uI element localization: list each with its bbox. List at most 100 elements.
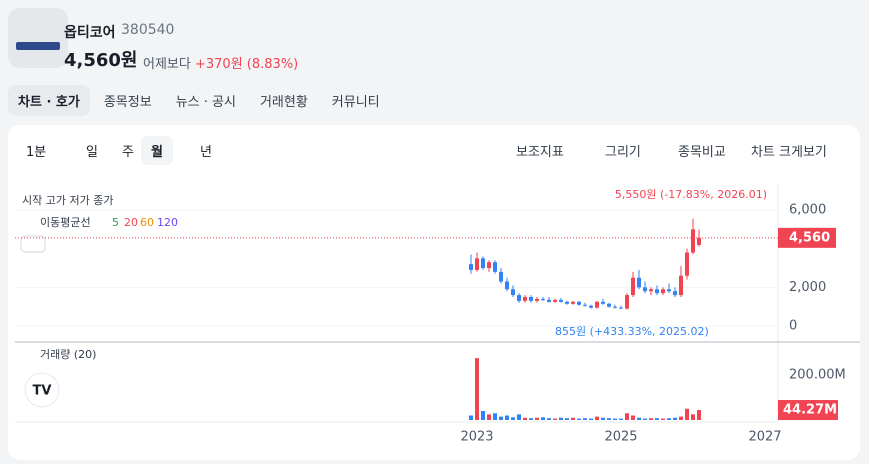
tv-logo — [24, 372, 60, 408]
volume-bar — [643, 418, 647, 420]
tool-button[interactable]: 보조지표 — [516, 145, 564, 160]
volume-bar — [535, 417, 539, 420]
tab[interactable]: 차트 · 호가 — [8, 85, 90, 116]
volume-bar — [511, 417, 515, 420]
y-tick-label: 2,000 — [789, 280, 826, 295]
tab[interactable]: 종목정보 — [103, 95, 152, 110]
current-price-box — [778, 227, 836, 248]
tab[interactable]: 커뮤니티 — [331, 95, 380, 110]
candle-body — [595, 301, 599, 308]
volume-bar — [655, 418, 659, 420]
candle-body — [655, 289, 659, 294]
volume-bar — [541, 417, 545, 420]
volume-bar — [499, 416, 503, 420]
volume-bar — [619, 418, 623, 420]
volume-bar — [637, 417, 641, 420]
volume-bar — [601, 417, 605, 420]
candle-body — [511, 289, 515, 296]
candle-body — [565, 301, 569, 304]
tool-button[interactable]: 종목비교 — [678, 145, 726, 160]
volume-bar — [673, 417, 677, 420]
candle-body — [571, 301, 575, 304]
low-annotation: 855원 (+433.33%, 2025.02) — [555, 325, 709, 338]
candle-body — [547, 299, 551, 302]
volume-bar — [613, 418, 617, 420]
volume-bar — [625, 413, 629, 420]
candle-body — [625, 295, 629, 309]
ma-period: 5 — [112, 216, 119, 229]
tv-logo-text: TV — [33, 384, 52, 399]
volume-bar — [517, 414, 521, 420]
x-tick-label: 2025 — [604, 430, 637, 445]
interval-select[interactable]: 1분 — [26, 145, 47, 160]
period-button[interactable]: 일 — [86, 145, 98, 160]
volume-bar — [577, 418, 581, 420]
ma-period: 60 — [140, 216, 154, 229]
candle-body — [679, 275, 683, 296]
volume-bar — [679, 416, 683, 420]
volume-bar — [505, 415, 509, 420]
volume-bar — [547, 418, 551, 420]
toolbar: 1분 일 주 월 년 보조지표 그리기 종목비교 차트 크게보기 — [18, 136, 848, 165]
x-tick-label: 2023 — [460, 430, 493, 445]
candle-body — [649, 289, 653, 292]
volume-bar — [685, 408, 689, 420]
ma-label: 이동평균선 — [40, 216, 91, 229]
current-volume-label: 44.27M — [783, 403, 837, 418]
y-tick-label: 0 — [789, 319, 797, 334]
x-tick-label: 2027 — [748, 430, 781, 445]
volume-bar — [571, 417, 575, 420]
volume-bar — [697, 410, 701, 420]
ma-period: 120 — [157, 216, 178, 229]
candle-body — [481, 258, 485, 268]
candle-body — [505, 281, 509, 290]
candle-body — [697, 237, 701, 245]
chart-card — [8, 125, 860, 460]
tab[interactable]: 거래현황 — [259, 95, 308, 110]
candle-body — [529, 297, 533, 301]
period-button[interactable]: 년 — [200, 145, 212, 160]
collapse-button[interactable] — [20, 235, 46, 253]
candle-body — [499, 271, 503, 282]
candle-body — [607, 303, 611, 307]
tabs: 차트 · 호가 종목정보 뉴스 · 공시 거래현황 커뮤니티 — [8, 85, 390, 116]
logo — [8, 8, 68, 68]
candle-body — [523, 297, 527, 301]
compare-label: 어제보다 — [143, 57, 191, 72]
stock-name: 옵티코어 — [64, 25, 116, 41]
candle-body — [589, 305, 593, 308]
volume-bar — [475, 358, 479, 420]
current-volume-box — [778, 400, 838, 421]
stock-code: 380540 — [121, 22, 175, 38]
high-annotation: 5,550원 (-17.83%, 2026.01) — [615, 188, 767, 201]
candle-body — [583, 304, 587, 306]
candle-body — [487, 262, 491, 268]
candle-body — [685, 252, 689, 276]
candle-body — [691, 229, 695, 253]
candle-body — [637, 277, 641, 288]
volume-bar — [523, 417, 527, 420]
candle-body — [613, 306, 617, 308]
volume-bar — [631, 415, 635, 420]
volume-bar — [559, 417, 563, 420]
volume-bar — [469, 415, 473, 420]
volume-bar — [553, 418, 557, 420]
volume-bar — [487, 414, 491, 420]
candle-body — [619, 307, 623, 309]
volume-bar — [607, 418, 611, 420]
candle-body — [517, 295, 521, 301]
volume-bar — [595, 416, 599, 420]
tool-button[interactable]: 차트 크게보기 — [751, 145, 827, 160]
tool-button[interactable]: 그리기 — [605, 145, 641, 160]
period-button[interactable]: 월 — [141, 136, 173, 165]
volume-label: 거래량 (20) — [40, 348, 96, 361]
volume-bar — [529, 418, 533, 420]
candle-body — [469, 264, 473, 270]
candle-body — [475, 258, 479, 270]
volume-bar — [649, 418, 653, 420]
candle-body — [667, 289, 671, 292]
tab[interactable]: 뉴스 · 공시 — [175, 95, 236, 110]
period-button[interactable]: 주 — [122, 145, 134, 160]
current-price-label: 4,560 — [789, 230, 830, 245]
